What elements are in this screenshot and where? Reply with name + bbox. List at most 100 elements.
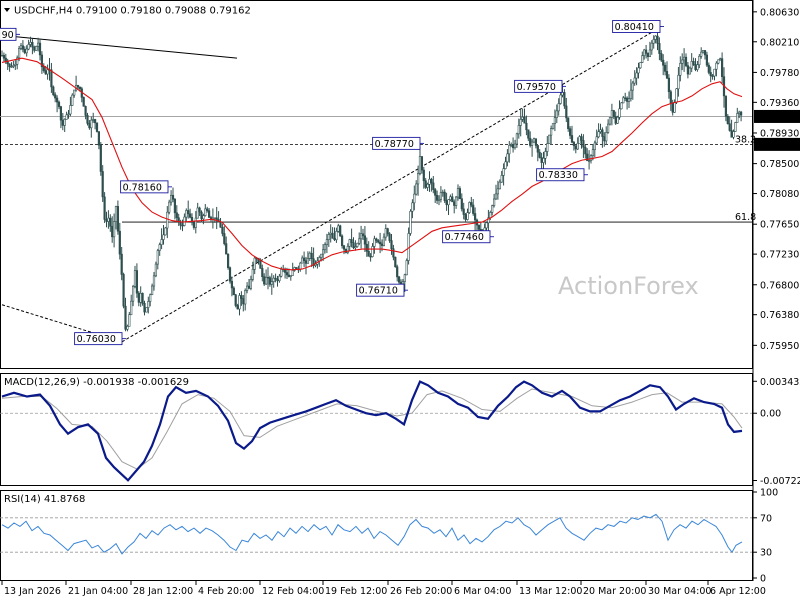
- candle-body: [700, 51, 703, 57]
- candle-body: [732, 131, 735, 138]
- candle-body: [540, 157, 543, 163]
- x-tick-label: 30 Mar 04:00: [648, 586, 711, 597]
- candle-body: [225, 243, 228, 255]
- candle-body: [498, 181, 501, 190]
- candle-body: [348, 239, 351, 247]
- price-tick-label: 0.78080: [760, 189, 799, 200]
- x-tick-label: 13 Jan 2026: [4, 586, 61, 597]
- candle-body: [88, 123, 91, 129]
- price-label-text: 0.78330: [539, 170, 578, 181]
- candle-body: [78, 86, 81, 90]
- candle-body: [730, 130, 733, 138]
- candle-body: [382, 236, 386, 246]
- candle-body: [118, 230, 121, 255]
- x-tick-label: 28 Jan 12:00: [133, 586, 193, 597]
- candle-body: [510, 144, 513, 146]
- candle-body: [739, 111, 743, 116]
- candle-body: [458, 188, 462, 200]
- candle-body: [25, 48, 28, 54]
- candle-body: [453, 201, 456, 206]
- candle-body: [301, 257, 304, 264]
- candle-body: [525, 122, 528, 131]
- candle-body: [103, 196, 106, 220]
- candle-body: [466, 212, 469, 220]
- candle-body: [435, 195, 439, 201]
- candle-body: [274, 277, 277, 280]
- candle-body: [327, 234, 330, 240]
- x-tick-label: 26 Feb 20:00: [390, 586, 452, 597]
- candle-body: [553, 117, 556, 124]
- candle-body: [246, 285, 249, 291]
- candle-body: [551, 123, 555, 129]
- candle-body: [684, 56, 688, 66]
- candle-body: [38, 42, 42, 56]
- candle-body: [240, 295, 243, 299]
- price-label-text: 0.76030: [77, 334, 116, 345]
- candle-body: [677, 74, 680, 90]
- candle-body: [388, 233, 391, 241]
- candle-body: [314, 263, 317, 266]
- candle-body: [354, 246, 357, 249]
- candle-body: [701, 50, 705, 53]
- candle-body: [234, 294, 237, 306]
- candle-body: [192, 222, 196, 228]
- candle-body: [494, 193, 498, 200]
- candle-body: [55, 97, 59, 103]
- candle-body: [84, 106, 87, 116]
- candle-body: [454, 196, 458, 206]
- candle-body: [236, 305, 239, 310]
- candle-body: [35, 46, 38, 51]
- candle-body: [29, 42, 32, 45]
- candle-body: [616, 117, 619, 124]
- candle-body: [306, 258, 310, 264]
- candle-body: [578, 136, 581, 144]
- candle-body: [473, 213, 477, 221]
- candle-body: [557, 103, 560, 112]
- rsi-tick-label: 0: [760, 574, 766, 585]
- candle-body: [595, 136, 598, 144]
- candle-body: [580, 136, 583, 141]
- candle-body: [71, 94, 74, 106]
- candle-body: [293, 267, 296, 271]
- candle-body: [380, 243, 384, 246]
- candle-body: [228, 267, 232, 282]
- candle-body: [276, 278, 279, 282]
- candle-body: [639, 62, 642, 69]
- candle-body: [263, 276, 266, 285]
- candle-body: [530, 141, 534, 146]
- candle-body: [637, 67, 640, 74]
- candle-body: [147, 301, 150, 308]
- candle-body: [175, 212, 178, 219]
- candle-body: [449, 196, 452, 200]
- candle-body: [618, 108, 621, 118]
- candle-body: [441, 191, 444, 194]
- candle-body: [14, 63, 17, 66]
- price-tick-label: 0.76800: [760, 280, 799, 291]
- candle-body: [337, 225, 340, 232]
- candle-body: [717, 59, 720, 64]
- candle-body: [605, 132, 608, 142]
- candle-body: [513, 143, 517, 149]
- candle-body: [675, 88, 678, 103]
- candle-body: [90, 119, 93, 129]
- candle-body: [515, 133, 518, 145]
- candle-body: [331, 232, 334, 239]
- candle-body: [517, 125, 520, 135]
- candle-body: [390, 240, 393, 249]
- candle-body: [2, 55, 5, 59]
- candle-body: [52, 86, 55, 95]
- candle-body: [384, 228, 387, 238]
- candle-body: [164, 227, 167, 236]
- triangle-down-icon[interactable]: [4, 8, 10, 12]
- candle-body: [105, 219, 108, 222]
- candle-body: [373, 238, 376, 247]
- symbol-info: USDCHF,H4 0.79100 0.79180 0.79088 0.7916…: [14, 6, 251, 17]
- candle-body: [641, 55, 644, 63]
- candle-body: [122, 274, 125, 307]
- candle-body: [527, 129, 530, 139]
- candle-body: [339, 225, 342, 237]
- price-label-text: 0.80410: [615, 22, 654, 33]
- x-tick-label: 13 Mar 12:00: [519, 586, 582, 597]
- candle-body: [597, 131, 600, 138]
- candle-body: [521, 116, 524, 120]
